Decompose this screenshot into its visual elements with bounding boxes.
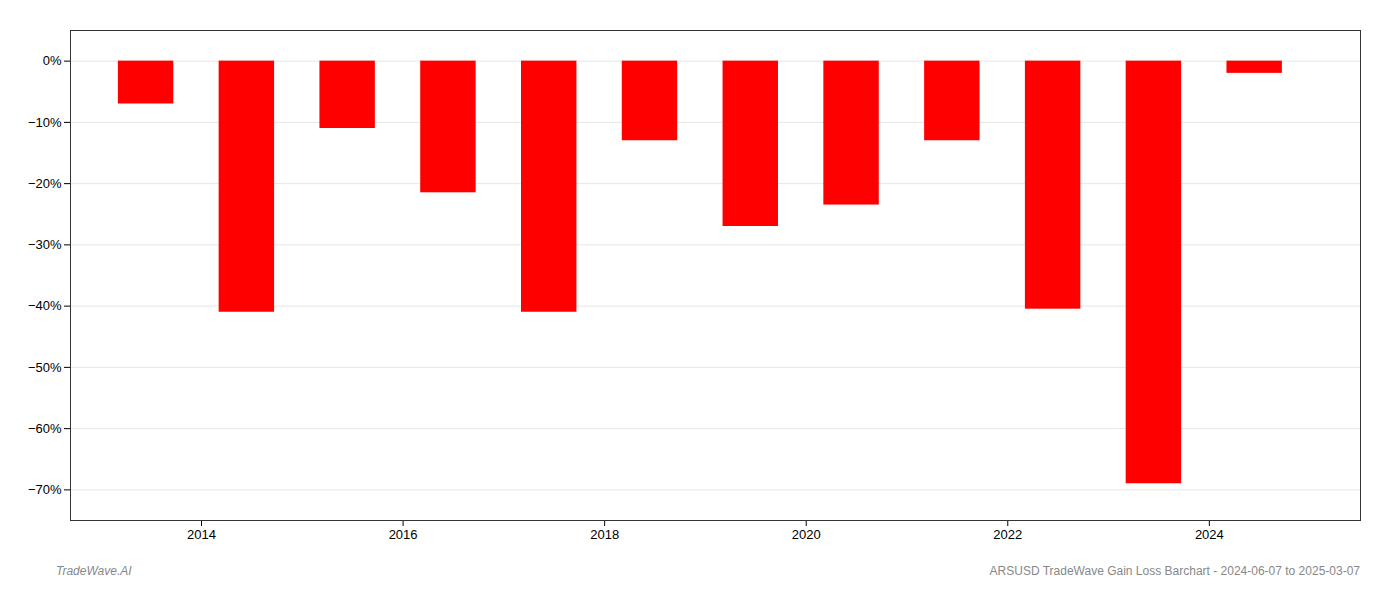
svg-text:−30%: −30% [28,237,62,252]
html-text:ARSUSD TradeWave Gain Loss Bar: ARSUSD TradeWave Gain Loss Barchart - 20… [989,564,1360,578]
svg-text:−10%: −10% [28,115,62,130]
html-text:TradeWave.AI: TradeWave.AI [56,564,132,578]
svg-text:2016: 2016 [389,527,418,542]
svg-text:−40%: −40% [28,298,62,313]
svg-text:2022: 2022 [993,527,1022,542]
svg-text:−50%: −50% [28,360,62,375]
svg-text:−60%: −60% [28,421,62,436]
svg-text:2024: 2024 [1195,527,1224,542]
svg-text:2014: 2014 [187,527,216,542]
svg-text:−20%: −20% [28,176,62,191]
svg-text:2018: 2018 [590,527,619,542]
svg-text:2020: 2020 [792,527,821,542]
svg-text:−70%: −70% [28,482,62,497]
svg-text:0%: 0% [43,53,62,68]
